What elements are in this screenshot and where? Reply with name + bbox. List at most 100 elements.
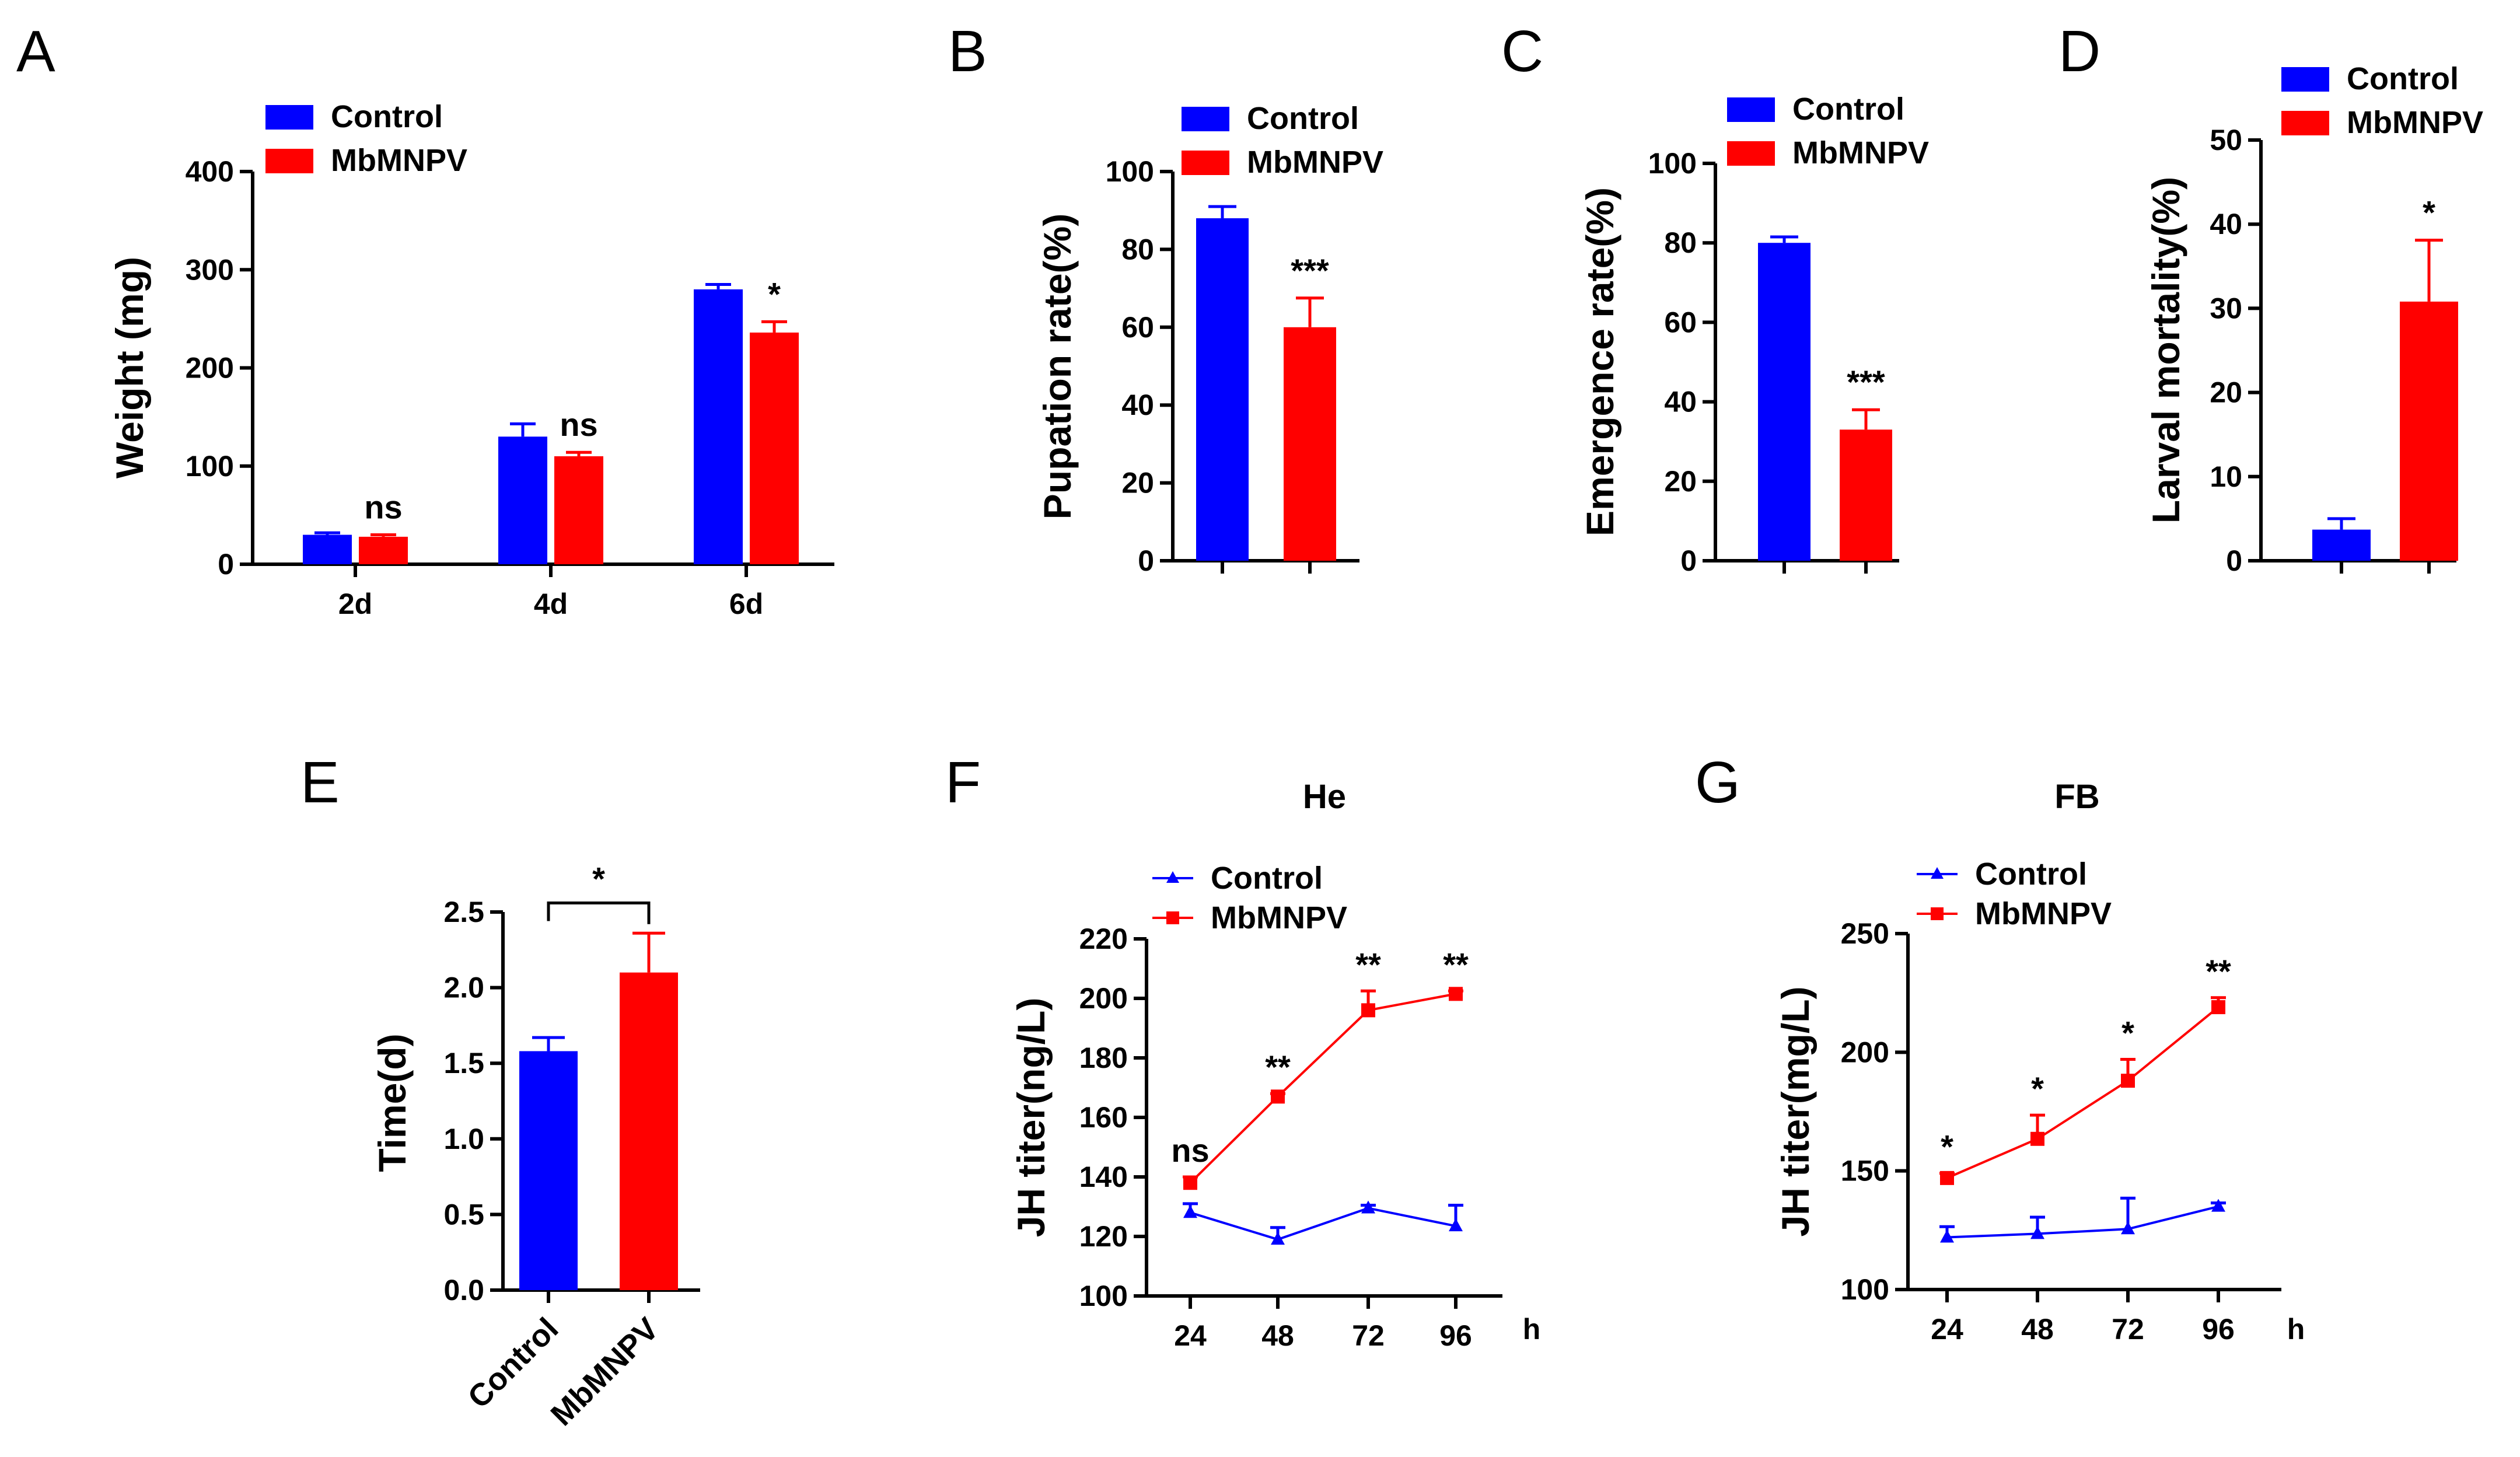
y-tick-label: 100: [1648, 147, 1697, 180]
y-tick-label: 60: [1664, 306, 1697, 338]
y-tick-label: 60: [1121, 311, 1154, 344]
y-tick-label: 220: [1079, 923, 1128, 955]
legend-swatch-mbmnpv: [1727, 141, 1775, 166]
y-tick-label: 2.0: [443, 972, 484, 1004]
y-tick-label: 20: [2210, 376, 2242, 409]
point-mbmnpv: [1449, 987, 1463, 1001]
series-line-mbmnpv: [1946, 1006, 2220, 1179]
panel-letter-B: B: [948, 19, 987, 84]
y-tick-label: 2.5: [443, 896, 484, 928]
chart-title: He: [1303, 778, 1346, 816]
legend-label-mbmnpv: MbMNPV: [1792, 135, 1929, 170]
legend-swatch-mbmnpv: [1182, 151, 1229, 175]
y-tick-label: 140: [1079, 1161, 1128, 1193]
significance-label: *: [2031, 1070, 2044, 1107]
point-mbmnpv: [2030, 1131, 2044, 1146]
significance-label: *: [2121, 1015, 2134, 1051]
legend-marker-control: [1166, 871, 1179, 883]
y-tick-label: 20: [1121, 467, 1154, 499]
y-tick-label: 50: [2210, 124, 2242, 156]
panel-letter-D: D: [2058, 19, 2100, 84]
legend-swatch-control: [1727, 97, 1775, 122]
legend-swatch-mbmnpv: [265, 149, 313, 173]
significance-label: ns: [560, 406, 597, 443]
x-axis-label: h: [2287, 1313, 2305, 1346]
bar-mbmnpv-4d: [554, 456, 603, 564]
legend-label-mbmnpv: MbMNPV: [1211, 900, 1347, 935]
point-control: [1449, 1218, 1463, 1232]
legend-label-mbmnpv: MbMNPV: [2347, 105, 2483, 140]
y-tick-label: 150: [1841, 1155, 1889, 1187]
significance-label: ns: [364, 489, 402, 526]
point-mbmnpv: [2211, 1000, 2225, 1015]
legend-marker-control: [1931, 867, 1944, 879]
y-tick-label: 0: [218, 548, 234, 581]
significance-label: ***: [1291, 252, 1329, 289]
legend-label-control: Control: [331, 99, 443, 134]
y-tick-label: 200: [1079, 982, 1128, 1015]
bar-control: [1758, 243, 1811, 561]
y-axis-label: JH titer(mg/L): [1774, 987, 1817, 1237]
bar-control: [519, 1051, 578, 1290]
y-tick-label: 200: [1841, 1036, 1889, 1068]
x-tick-label: 96: [2202, 1313, 2235, 1346]
bar-control: [2312, 529, 2371, 561]
x-tick-label: 48: [2021, 1313, 2054, 1346]
panel-c-emergence-chart: C 0 20 40 60 80 100 Emergence rate(%) Control MbM…: [1501, 19, 1929, 577]
y-tick-label: 0: [1680, 544, 1697, 577]
point-control: [2121, 1221, 2135, 1235]
x-tick-label: 24: [1931, 1313, 1963, 1346]
y-axis-label: Weight (mg): [108, 257, 151, 478]
y-axis-label: Emergence rate(%): [1578, 187, 1621, 536]
significance-label: ns: [1171, 1132, 1209, 1169]
point-mbmnpv: [1271, 1089, 1285, 1104]
bar-mbmnpv-6d: [750, 332, 799, 564]
legend-label-mbmnpv: MbMNPV: [331, 143, 467, 178]
y-tick-label: 10: [2210, 460, 2242, 493]
x-tick-label-control: Control: [461, 1311, 565, 1415]
legend-marker-mbmnpv: [1166, 911, 1179, 924]
point-control: [2030, 1226, 2044, 1239]
y-axis-label: Larval mortality(%): [2144, 177, 2187, 523]
point-control: [1361, 1200, 1375, 1214]
y-axis-label: Pupation rate(%): [1036, 214, 1079, 519]
x-tick-label: 96: [1439, 1319, 1472, 1352]
y-tick-label: 0.5: [443, 1198, 484, 1231]
point-control: [2211, 1199, 2225, 1212]
panel-d-mortality-chart: D 0 10 20 30 40 50 Larval mortality(%) Control Mb…: [2058, 19, 2483, 577]
legend-swatch-control: [2281, 67, 2329, 92]
bar-control-2d: [303, 534, 352, 564]
legend-label-control: Control: [2347, 61, 2459, 96]
significance-label: ***: [1847, 364, 1885, 400]
panel-letter-A: A: [16, 19, 55, 84]
significance-label: *: [2423, 194, 2435, 231]
x-tick-label: 72: [2112, 1313, 2144, 1346]
panel-letter-C: C: [1501, 19, 1543, 84]
significance-label: *: [592, 860, 605, 897]
y-tick-label: 180: [1079, 1042, 1128, 1074]
y-tick-label: 0: [1138, 544, 1154, 577]
y-tick-label: 250: [1841, 917, 1889, 950]
point-mbmnpv: [1361, 1003, 1375, 1018]
legend-label-control: Control: [1247, 101, 1359, 136]
y-axis-label: Time(d): [371, 1033, 414, 1172]
y-axis-label: JH titer(ng/L): [1009, 998, 1053, 1238]
legend-label-control: Control: [1975, 857, 2087, 892]
bar-mbmnpv: [1284, 327, 1336, 561]
x-tick-label: 6d: [729, 588, 763, 620]
x-tick-label: 48: [1261, 1319, 1294, 1352]
significance-label: **: [1443, 946, 1469, 983]
legend-swatch-control: [1182, 107, 1229, 131]
legend-label-mbmnpv: MbMNPV: [1975, 896, 2112, 931]
y-tick-label: 40: [2210, 208, 2242, 240]
point-mbmnpv: [2121, 1074, 2135, 1088]
bar-mbmnpv: [620, 972, 678, 1290]
chart-title: FB: [2054, 778, 2099, 816]
y-tick-label: 300: [186, 253, 234, 286]
bar-mbmnpv: [2400, 301, 2458, 561]
panel-a-weight-chart: A 0 100 200 300 400 Weight (mg) Control MbMNPV 2d…: [16, 19, 834, 620]
x-tick-label-mbmnpv: MbMNPV: [544, 1311, 666, 1432]
